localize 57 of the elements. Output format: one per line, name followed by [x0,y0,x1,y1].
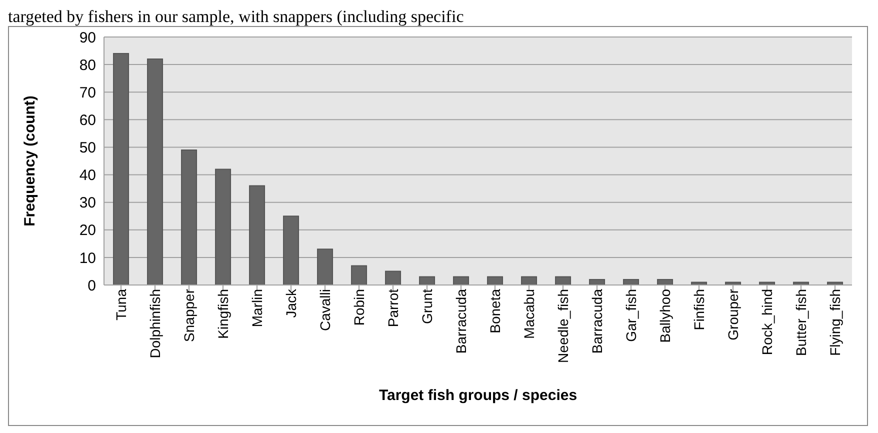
bar [215,168,232,285]
x-tick-label: Rock_hind [758,289,775,356]
bar [691,282,708,285]
bar [759,282,776,285]
y-tick-label: 60 [79,112,96,129]
x-tick-label: Dolphinfish [146,289,163,358]
bar [487,276,504,285]
bar [827,282,844,285]
bar [589,278,606,285]
bar [385,270,402,285]
x-tick-label: Marlin [248,289,265,328]
y-axis-title: Frequency (count) [21,96,38,226]
bar [147,58,164,285]
bar [657,278,674,285]
bar [317,248,334,285]
x-tick-label: Butter_fish [792,289,809,356]
bar [453,276,470,285]
x-tick-label: Barracuda [588,288,605,354]
bar [793,282,810,285]
x-tick-label: Barracuda [452,288,469,354]
x-tick-label: Boneta [486,288,503,334]
x-tick-label: Tuna [112,288,129,320]
bar [351,265,368,285]
bar [725,282,742,285]
y-tick-label: 0 [88,277,96,294]
text: targeted by fishers in our sample, with snappers (including specific [8,7,465,26]
x-tick-label: Snapper [180,288,197,342]
bar [555,276,572,285]
x-tick-label: Jack [282,288,299,318]
y-tick-label: 70 [79,84,96,102]
x-tick-label: Cavalli [316,289,333,332]
x-tick-label: Macabu [520,289,537,339]
bar [283,216,300,285]
bar [113,53,130,285]
x-tick-label: Robin [350,289,367,326]
y-tick-label: 50 [79,140,96,157]
bar [623,278,640,285]
y-tick-label: 40 [79,167,96,184]
y-tick-label: 30 [79,194,96,212]
y-tick-label: 80 [79,56,96,74]
x-tick-label: Ballyhoo [656,288,673,343]
x-tick-label: Needle_fish [554,289,571,363]
bar [249,185,266,285]
bar [181,149,198,285]
y-tick-label: 10 [79,250,96,267]
x-tick-label: Finfish [690,289,707,330]
x-tick-label: Flying_fish [826,289,843,356]
x-tick-label: Kingfish [214,289,231,339]
y-tick-label: 20 [79,222,96,240]
x-tick-label: Gar_fish [622,289,639,342]
y-tick-label: 90 [79,29,96,46]
x-tick-label: Grouper [724,288,741,340]
bar [419,276,436,285]
x-axis-title: Target fish groups / species [378,387,578,404]
x-tick-label: Parrot [384,288,401,328]
x-tick-label: Grunt [418,288,435,324]
bar [521,276,538,285]
